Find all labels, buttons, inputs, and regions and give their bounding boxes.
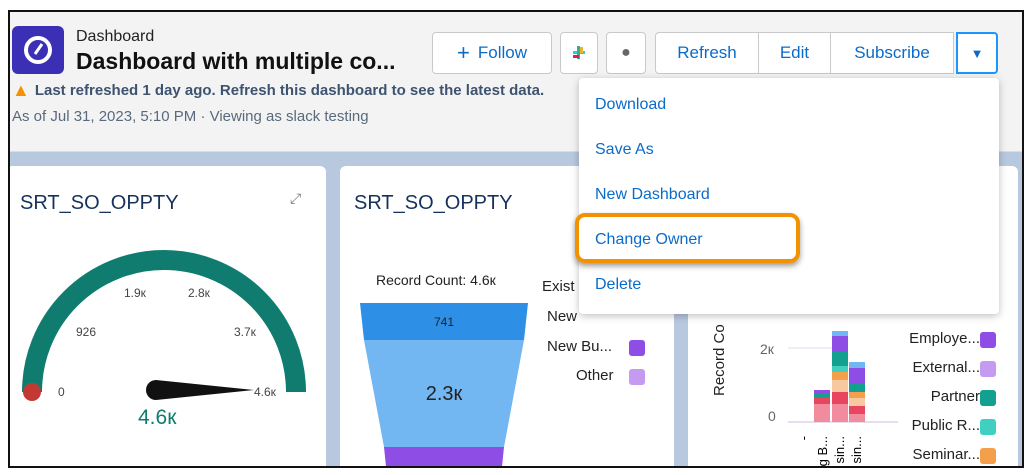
card-title: SRT_SO_OPPTY bbox=[354, 192, 513, 214]
refresh-button[interactable]: Refresh bbox=[655, 32, 759, 74]
gauge-tick: 4.6к bbox=[254, 385, 277, 399]
funnel-label: 741 bbox=[434, 315, 454, 329]
refresh-label: Refresh bbox=[677, 43, 737, 62]
dashboard-logo-icon bbox=[12, 26, 64, 74]
legend-swatch bbox=[980, 361, 996, 377]
gauge-tick: 1.9к bbox=[124, 286, 147, 300]
legend-swatch bbox=[629, 369, 645, 385]
x-tick: sin... bbox=[849, 436, 864, 463]
legend-item: Exist bbox=[542, 278, 575, 295]
dashboard-window: Dashboard Dashboard with multiple co... … bbox=[8, 10, 1024, 468]
card-title: SRT_SO_OPPTY bbox=[20, 192, 179, 214]
legend-item: Other bbox=[576, 367, 614, 384]
gauge-start-marker bbox=[23, 383, 41, 401]
legend-item: Seminar... bbox=[912, 446, 980, 463]
legend-item: New bbox=[547, 308, 578, 325]
bar-stack bbox=[814, 390, 830, 422]
legend-item: Partner bbox=[930, 388, 980, 405]
legend-swatch bbox=[629, 340, 645, 356]
record-count: Record Count: 4.6к bbox=[376, 272, 496, 288]
follow-label: Follow bbox=[477, 43, 527, 62]
edit-button[interactable]: Edit bbox=[758, 32, 831, 74]
gauge-tick: 0 bbox=[58, 385, 65, 399]
page-title: Dashboard with multiple co... bbox=[76, 48, 396, 74]
gauge-arc bbox=[22, 250, 306, 393]
bar-stack bbox=[849, 362, 865, 422]
legend-swatch bbox=[980, 332, 996, 348]
bar-stack bbox=[832, 331, 848, 422]
subscribe-label: Subscribe bbox=[854, 43, 930, 62]
legend-swatch bbox=[980, 390, 996, 406]
breadcrumb: Dashboard bbox=[76, 28, 155, 45]
slack-icon bbox=[573, 46, 585, 59]
legend-swatch bbox=[980, 448, 996, 464]
x-tick: sin... bbox=[832, 436, 847, 463]
gauge-tick: 926 bbox=[76, 325, 96, 339]
legend-swatch bbox=[980, 419, 996, 435]
gauge-card: SRT_SO_OPPTY ⤢ 0 926 1.9к 2.8к 3.7к 4.6к… bbox=[10, 166, 326, 466]
as-of-text: As of Jul 31, 2023, 5:10 PM · Viewing as… bbox=[12, 108, 369, 125]
y-axis-label: Record Co bbox=[711, 324, 728, 396]
subscribe-button[interactable]: Subscribe bbox=[830, 32, 954, 74]
chevron-down-icon: ▼ bbox=[970, 45, 984, 61]
chat-icon: ● bbox=[621, 44, 631, 61]
menu-item-download[interactable]: Download bbox=[595, 96, 667, 113]
legend-item: Employe... bbox=[909, 330, 980, 347]
edit-label: Edit bbox=[779, 43, 810, 62]
plus-icon: + bbox=[457, 40, 470, 65]
warning-text: Last refreshed 1 day ago. Refresh this d… bbox=[34, 82, 545, 99]
menu-item-save-as[interactable]: Save As bbox=[595, 141, 654, 158]
funnel-stage bbox=[384, 447, 504, 466]
y-tick: 0 bbox=[768, 408, 776, 424]
gauge-tick: 2.8к bbox=[188, 286, 211, 300]
menu-item-change-owner[interactable]: Change Owner bbox=[595, 231, 703, 248]
follow-button[interactable]: + Follow bbox=[432, 32, 552, 74]
refresh-warning: ▲ Last refreshed 1 day ago. Refresh this … bbox=[12, 80, 544, 101]
menu-item-new-dashboard[interactable]: New Dashboard bbox=[595, 186, 710, 203]
legend-item: New Bu... bbox=[547, 338, 613, 355]
x-tick: g B... bbox=[815, 436, 830, 466]
legend-item: External... bbox=[912, 359, 980, 376]
more-actions-button[interactable]: ▼ bbox=[956, 32, 998, 74]
slack-button[interactable] bbox=[560, 32, 598, 74]
highlight-box bbox=[575, 213, 800, 263]
funnel-label: 2.3к bbox=[426, 383, 463, 405]
expand-icon[interactable]: ⤢ bbox=[290, 190, 302, 206]
more-actions-menu: Download Save As New Dashboard Change Ow… bbox=[575, 78, 999, 314]
gauge-value: 4.6к bbox=[138, 406, 177, 429]
x-tick: - bbox=[796, 436, 811, 440]
legend-item: Public R... bbox=[911, 417, 980, 434]
funnel-stage bbox=[360, 303, 528, 340]
gauge-needle bbox=[146, 380, 254, 400]
gauge-tick: 3.7к bbox=[234, 325, 257, 339]
menu-item-delete[interactable]: Delete bbox=[595, 276, 642, 293]
chat-button[interactable]: ● bbox=[606, 32, 646, 74]
warning-icon: ▲ bbox=[12, 80, 30, 100]
y-tick: 2к bbox=[760, 341, 775, 357]
funnel-stage bbox=[364, 340, 524, 447]
